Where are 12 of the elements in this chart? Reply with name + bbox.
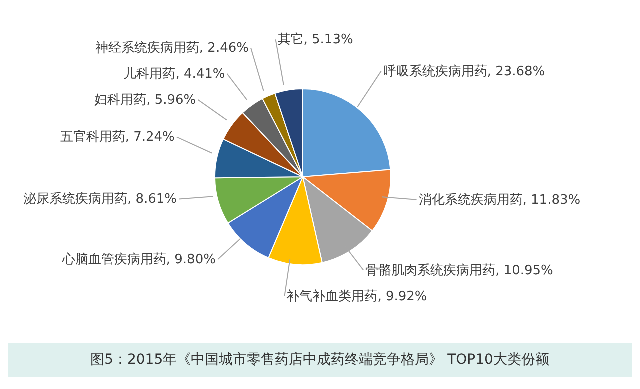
slice-label: 泌尿系统疾病用药, 8.61% [23,192,178,208]
slice-label: 呼吸系统疾病用药, 23.68% [383,64,546,80]
slice-label: 其它, 5.13% [278,32,354,48]
slice-label: 消化系统疾病用药, 11.83% [418,192,581,208]
slice-label: 妇科用药, 5.96% [94,92,196,108]
slice-label: 儿科用药, 4.41% [124,66,226,82]
slice-label: 补气补血类用药, 9.92% [286,289,428,304]
slice-label: 五官科用药, 7.24% [60,129,175,146]
slice-label: 神经系统疾病用药, 2.46% [95,40,249,56]
slice-label: 心脑血管疾病用药, 9.80% [61,252,216,268]
slice-label: 骨骼肌肉系统疾病用药, 10.95% [366,263,554,278]
caption: 图5：2015年《中国城市零售药店中成药终端竞争格局》 TOP10大类份额 [8,343,632,377]
